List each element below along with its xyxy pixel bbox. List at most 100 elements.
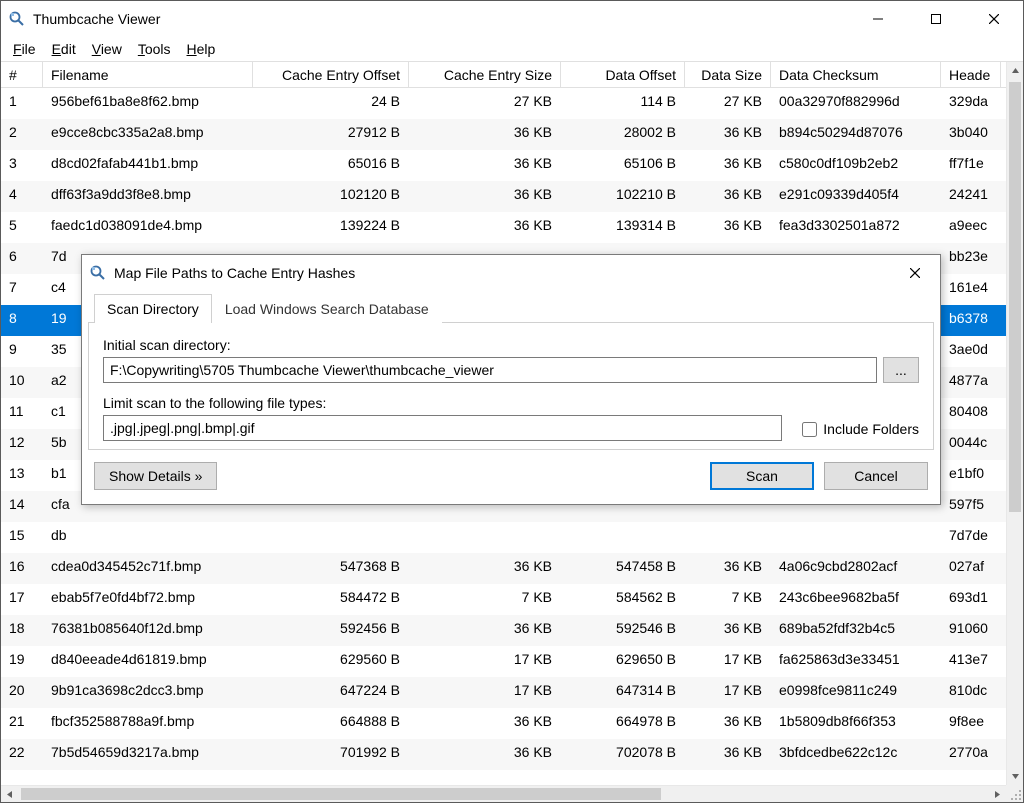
initial-scan-input[interactable] [103, 357, 877, 383]
cell-cache_entry_offset: 701992 B [253, 739, 409, 770]
menu-tools[interactable]: Tools [130, 39, 179, 59]
column-header-cache_entry_size[interactable]: Cache Entry Size [409, 62, 561, 87]
dialog-title: Map File Paths to Cache Entry Hashes [114, 265, 355, 281]
cell-data_checksum: fa625863d3e33451 [771, 646, 941, 677]
cell-num: 6 [1, 243, 43, 274]
column-header-data_offset[interactable]: Data Offset [561, 62, 685, 87]
cell-cache_entry_size: 36 KB [409, 615, 561, 646]
cell-filename: db [43, 522, 253, 553]
menu-file[interactable]: File [5, 39, 44, 59]
cell-num: 16 [1, 553, 43, 584]
cell-data_offset: 629650 B [561, 646, 685, 677]
cell-header_checksum: 161e4 [941, 274, 1001, 305]
cell-data_checksum: 00a32970f882996d [771, 88, 941, 119]
dialog-close-button[interactable] [894, 258, 936, 288]
cell-header_checksum: 810dc [941, 677, 1001, 708]
cell-data_offset: 28002 B [561, 119, 685, 150]
scroll-down-icon[interactable] [1007, 768, 1023, 785]
table-row[interactable]: 4dff63f3a9dd3f8e8.bmp102120 B36 KB102210… [1, 181, 1006, 212]
resize-grip[interactable] [1006, 785, 1023, 802]
cell-cache_entry_offset: 584472 B [253, 584, 409, 615]
cell-data_offset: 584562 B [561, 584, 685, 615]
cell-num: 14 [1, 491, 43, 522]
table-row[interactable]: 17ebab5f7e0fd4bf72.bmp584472 B7 KB584562… [1, 584, 1006, 615]
vertical-scrollbar[interactable] [1006, 62, 1023, 785]
table-row[interactable]: 1956bef61ba8e8f62.bmp24 B27 KB114 B27 KB… [1, 88, 1006, 119]
table-row[interactable]: 19d840eeade4d61819.bmp629560 B17 KB62965… [1, 646, 1006, 677]
cell-header_checksum: 2770a [941, 739, 1001, 770]
cell-data_size: 7 KB [685, 584, 771, 615]
cell-num: 1 [1, 88, 43, 119]
cell-data_checksum: 4a06c9cbd2802acf [771, 553, 941, 584]
browse-button[interactable]: ... [883, 357, 919, 383]
maximize-button[interactable] [907, 1, 965, 37]
show-details-button[interactable]: Show Details » [94, 462, 217, 490]
column-header-data_size[interactable]: Data Size [685, 62, 771, 87]
column-header-num[interactable]: # [1, 62, 43, 87]
cell-data_size: 36 KB [685, 615, 771, 646]
cell-data_checksum: 3bfdcedbe622c12c [771, 739, 941, 770]
minimize-button[interactable] [849, 1, 907, 37]
scan-button[interactable]: Scan [710, 462, 814, 490]
horizontal-scrollbar[interactable] [1, 785, 1006, 802]
cell-header_checksum: 80408 [941, 398, 1001, 429]
cell-cache_entry_offset: 647224 B [253, 677, 409, 708]
table-row[interactable]: 16cdea0d345452c71f.bmp547368 B36 KB54745… [1, 553, 1006, 584]
cell-data_checksum: c580c0df109b2eb2 [771, 150, 941, 181]
cell-data_checksum [771, 522, 941, 553]
cell-filename: e9cce8cbc335a2a8.bmp [43, 119, 253, 150]
menu-view[interactable]: View [84, 39, 130, 59]
column-header-data_checksum[interactable]: Data Checksum [771, 62, 941, 87]
include-folders-field[interactable]: Include Folders [796, 419, 919, 437]
hscroll-thumb[interactable] [21, 788, 661, 800]
table-row[interactable]: 1876381b085640f12d.bmp592456 B36 KB59254… [1, 615, 1006, 646]
table-row[interactable]: 5faedc1d038091de4.bmp139224 B36 KB139314… [1, 212, 1006, 243]
cell-data_checksum: e291c09339d405f4 [771, 181, 941, 212]
table-row[interactable]: 15db7d7de [1, 522, 1006, 553]
cell-header_checksum: 597f5 [941, 491, 1001, 522]
cell-num: 15 [1, 522, 43, 553]
cell-header_checksum: 24241 [941, 181, 1001, 212]
limit-types-input[interactable] [103, 415, 782, 441]
cell-data_offset: 547458 B [561, 553, 685, 584]
table-row[interactable]: 3d8cd02fafab441b1.bmp65016 B36 KB65106 B… [1, 150, 1006, 181]
include-folders-checkbox[interactable] [802, 422, 817, 437]
close-button[interactable] [965, 1, 1023, 37]
vscroll-thumb[interactable] [1009, 82, 1021, 512]
cell-cache_entry_offset: 664888 B [253, 708, 409, 739]
table-header: #FilenameCache Entry OffsetCache Entry S… [1, 62, 1006, 88]
table-row[interactable]: 227b5d54659d3217a.bmp701992 B36 KB702078… [1, 739, 1006, 770]
cell-header_checksum: 3b040 [941, 119, 1001, 150]
cell-num: 7 [1, 274, 43, 305]
cell-header_checksum: bb23e [941, 243, 1001, 274]
tab-load-wsd[interactable]: Load Windows Search Database [212, 294, 442, 323]
cell-filename: fbcf352588788a9f.bmp [43, 708, 253, 739]
cell-num: 2 [1, 119, 43, 150]
scroll-right-icon[interactable] [989, 786, 1006, 802]
table-row[interactable]: 2e9cce8cbc335a2a8.bmp27912 B36 KB28002 B… [1, 119, 1006, 150]
column-header-filename[interactable]: Filename [43, 62, 253, 87]
cell-filename: dff63f3a9dd3f8e8.bmp [43, 181, 253, 212]
scroll-left-icon[interactable] [1, 786, 18, 802]
column-header-header_checksum[interactable]: Heade [941, 62, 1001, 87]
menu-help[interactable]: Help [179, 39, 224, 59]
cell-cache_entry_size: 36 KB [409, 181, 561, 212]
cell-data_size: 36 KB [685, 181, 771, 212]
cancel-button[interactable]: Cancel [824, 462, 928, 490]
menu-edit[interactable]: Edit [44, 39, 84, 59]
cell-data_offset: 102210 B [561, 181, 685, 212]
cell-data_checksum: e0998fce9811c249 [771, 677, 941, 708]
cell-header_checksum: 4877a [941, 367, 1001, 398]
table-row[interactable]: 209b91ca3698c2dcc3.bmp647224 B17 KB64731… [1, 677, 1006, 708]
column-header-cache_entry_offset[interactable]: Cache Entry Offset [253, 62, 409, 87]
cell-cache_entry_size [409, 522, 561, 553]
cell-filename: d840eeade4d61819.bmp [43, 646, 253, 677]
scroll-up-icon[interactable] [1007, 62, 1023, 79]
tab-scan-directory[interactable]: Scan Directory [94, 294, 212, 323]
cell-num: 4 [1, 181, 43, 212]
cell-num: 12 [1, 429, 43, 460]
table-row[interactable]: 21fbcf352588788a9f.bmp664888 B36 KB66497… [1, 708, 1006, 739]
cell-num: 10 [1, 367, 43, 398]
cell-cache_entry_size: 36 KB [409, 119, 561, 150]
cell-num: 5 [1, 212, 43, 243]
